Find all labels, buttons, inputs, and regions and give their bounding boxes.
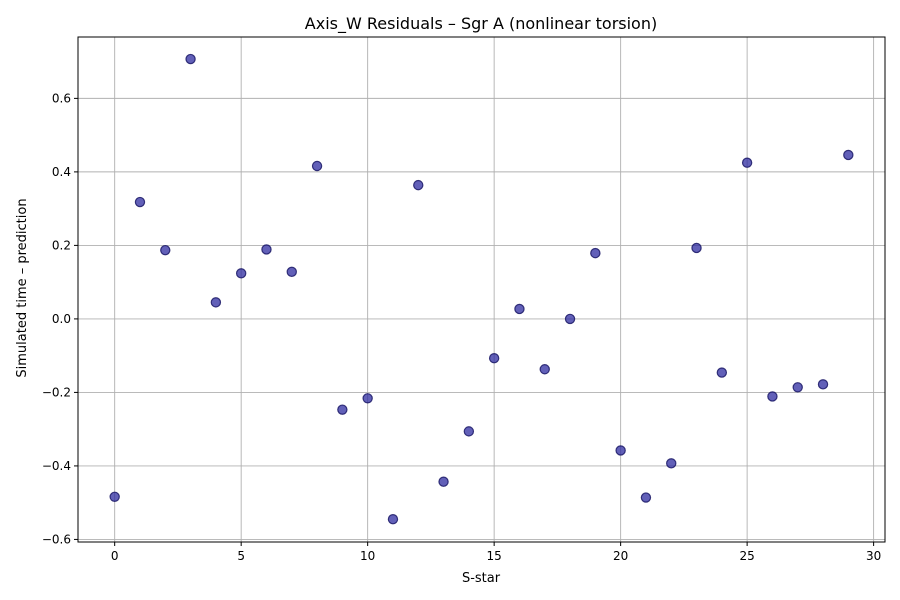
- data-point: [463, 426, 475, 437]
- data-point: [767, 391, 778, 402]
- plot-frame: [77, 36, 886, 543]
- data-point: [640, 492, 652, 503]
- data-point: [843, 149, 854, 161]
- data-point: [109, 491, 120, 502]
- y-tick-label: −0.2: [42, 385, 71, 399]
- x-tick-label: 15: [487, 549, 502, 563]
- data-point: [413, 179, 424, 191]
- x-tick-label: 20: [613, 549, 628, 563]
- data-point: [311, 160, 323, 172]
- data-point: [792, 382, 803, 393]
- x-axis-label: S-star: [462, 571, 501, 586]
- data-point: [539, 364, 550, 375]
- data-point: [716, 367, 728, 378]
- data-point: [817, 379, 829, 390]
- data-point: [691, 242, 702, 254]
- x-tick-label: 25: [739, 549, 754, 563]
- data-point: [666, 458, 677, 469]
- data-point: [261, 244, 272, 255]
- data-point: [210, 297, 222, 308]
- data-point: [564, 313, 576, 325]
- chart-title: Axis_W Residuals – Sgr A (nonlinear tors…: [305, 14, 657, 34]
- grid: [78, 37, 885, 542]
- y-axis-label: Simulated time – prediction: [15, 198, 30, 377]
- data-point: [438, 476, 449, 487]
- data-point: [362, 393, 373, 404]
- x-tick-label: 5: [237, 549, 245, 563]
- y-tick-label: −0.6: [42, 532, 71, 546]
- y-tick-label: 0.0: [52, 312, 71, 326]
- x-tick-label: 10: [360, 549, 375, 563]
- data-point: [514, 303, 525, 315]
- y-tick-label: 0.2: [52, 238, 71, 252]
- x-tick-label: 30: [866, 549, 881, 563]
- data-point: [741, 157, 753, 168]
- data-point: [286, 266, 297, 278]
- data-point: [488, 353, 500, 364]
- data-point: [615, 445, 626, 456]
- y-tick-label: 0.6: [52, 91, 71, 105]
- data-point: [134, 196, 146, 208]
- data-point: [235, 268, 247, 279]
- y-tick-label: 0.4: [52, 165, 71, 179]
- x-tick-label: 0: [111, 549, 119, 563]
- x-axis-ticks: 0 5 10 15 20 25 30: [111, 542, 881, 563]
- data-point: [160, 244, 171, 256]
- y-tick-label: −0.4: [42, 459, 71, 473]
- data-point: [185, 53, 196, 65]
- data-point: [387, 514, 399, 525]
- y-axis-ticks: −0.6 −0.4 −0.2 0.0 0.2 0.4 0.6: [42, 91, 78, 546]
- data-point: [590, 247, 601, 259]
- data-point: [337, 404, 348, 415]
- data-points: [109, 53, 854, 525]
